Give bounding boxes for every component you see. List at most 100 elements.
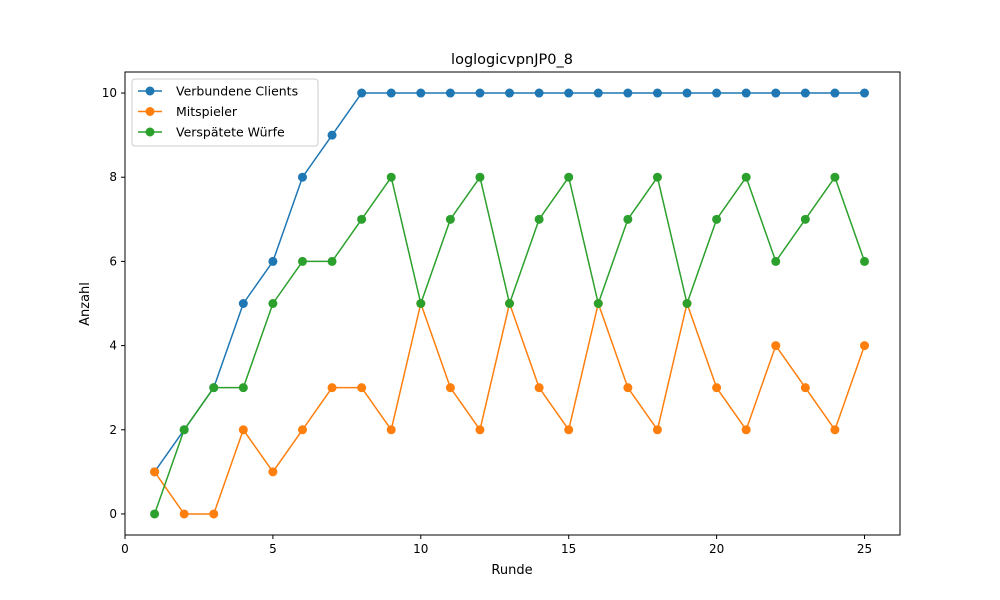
series-3 — [150, 172, 870, 519]
data-point — [238, 299, 248, 308]
chart-title: loglogicvpnJP0_8 — [451, 52, 573, 68]
data-point — [386, 172, 396, 182]
data-point — [860, 88, 870, 98]
legend-entry: Verspätete Würfe — [138, 125, 285, 140]
data-point — [238, 383, 248, 393]
data-point — [357, 214, 367, 224]
data-point — [505, 299, 515, 308]
data-point — [357, 88, 367, 98]
data-point — [830, 172, 840, 182]
data-point — [593, 88, 603, 98]
data-point — [297, 256, 307, 266]
legend-label: Verbundene Clients — [176, 84, 298, 99]
x-tick-label: 0 — [121, 542, 129, 556]
data-point — [416, 88, 426, 98]
data-point — [386, 425, 396, 435]
data-point — [327, 130, 337, 140]
legend-marker — [145, 127, 155, 137]
y-tick-label: 6 — [109, 254, 117, 268]
data-point — [800, 88, 810, 98]
data-point — [771, 256, 781, 266]
y-axis: 0 2 4 6 8 10 — [102, 86, 125, 521]
data-point — [268, 467, 278, 477]
data-point — [800, 383, 810, 393]
data-point — [800, 214, 810, 224]
data-point — [623, 88, 633, 98]
data-point — [564, 172, 574, 182]
data-point — [445, 383, 455, 393]
legend-marker — [145, 107, 155, 116]
data-point — [238, 425, 248, 435]
y-tick-label: 2 — [109, 423, 117, 437]
legend-entry: Mitspieler — [138, 104, 238, 119]
data-point — [860, 341, 870, 351]
data-point — [179, 509, 189, 519]
data-point — [830, 88, 840, 98]
data-point — [150, 467, 160, 477]
y-tick-label: 8 — [109, 170, 117, 184]
y-tick-label: 10 — [102, 86, 117, 100]
data-point — [386, 88, 396, 98]
data-point — [268, 299, 278, 308]
y-tick-label: 4 — [109, 339, 117, 353]
data-point — [416, 299, 426, 308]
data-point — [564, 425, 574, 435]
x-tick-label: 5 — [269, 542, 277, 556]
axes-frame — [124, 71, 901, 536]
data-point — [327, 383, 337, 393]
data-point — [741, 425, 751, 435]
legend-box — [131, 78, 319, 147]
data-point — [445, 214, 455, 224]
data-point — [357, 383, 367, 393]
legend: Verbundene Clients Mitspieler Verspätete W… — [131, 78, 319, 147]
data-point — [475, 172, 485, 182]
legend-label: Verspätete Würfe — [176, 125, 285, 140]
legend-label: Mitspieler — [176, 104, 238, 119]
data-point — [771, 88, 781, 98]
data-point — [682, 88, 692, 98]
data-point — [712, 88, 722, 98]
data-point — [534, 88, 544, 98]
data-point — [179, 425, 189, 435]
x-tick-label: 10 — [413, 542, 428, 556]
data-point — [297, 172, 307, 182]
data-point — [652, 425, 662, 435]
data-point — [534, 214, 544, 224]
data-point — [652, 172, 662, 182]
data-point — [741, 172, 751, 182]
data-point — [682, 299, 692, 308]
data-point — [564, 88, 574, 98]
x-axis: 0 5 10 15 20 25 — [121, 535, 872, 556]
data-point — [741, 88, 751, 98]
x-tick-label: 15 — [561, 542, 576, 556]
data-point — [327, 256, 337, 266]
data-point — [712, 383, 722, 393]
data-point — [268, 256, 278, 266]
data-point — [771, 341, 781, 351]
y-axis-label: Anzahl — [78, 282, 93, 326]
data-point — [297, 425, 307, 435]
x-tick-label: 25 — [857, 542, 872, 556]
data-point — [860, 256, 870, 266]
data-point — [209, 383, 219, 393]
data-point — [830, 425, 840, 435]
data-point — [505, 88, 515, 98]
data-point — [475, 425, 485, 435]
y-tick-label: 0 — [109, 507, 117, 521]
x-axis-label: Runde — [491, 563, 532, 578]
data-point — [209, 509, 219, 519]
data-point — [623, 214, 633, 224]
data-point — [712, 214, 722, 224]
data-point — [534, 383, 544, 393]
data-point — [445, 88, 455, 98]
data-point — [593, 299, 603, 308]
plot-area — [124, 71, 901, 536]
data-point — [623, 383, 633, 393]
x-tick-label: 20 — [709, 542, 724, 556]
series-layer — [150, 88, 870, 519]
legend-marker — [145, 86, 155, 96]
data-point — [150, 509, 160, 519]
data-point — [652, 88, 662, 98]
data-point — [475, 88, 485, 98]
